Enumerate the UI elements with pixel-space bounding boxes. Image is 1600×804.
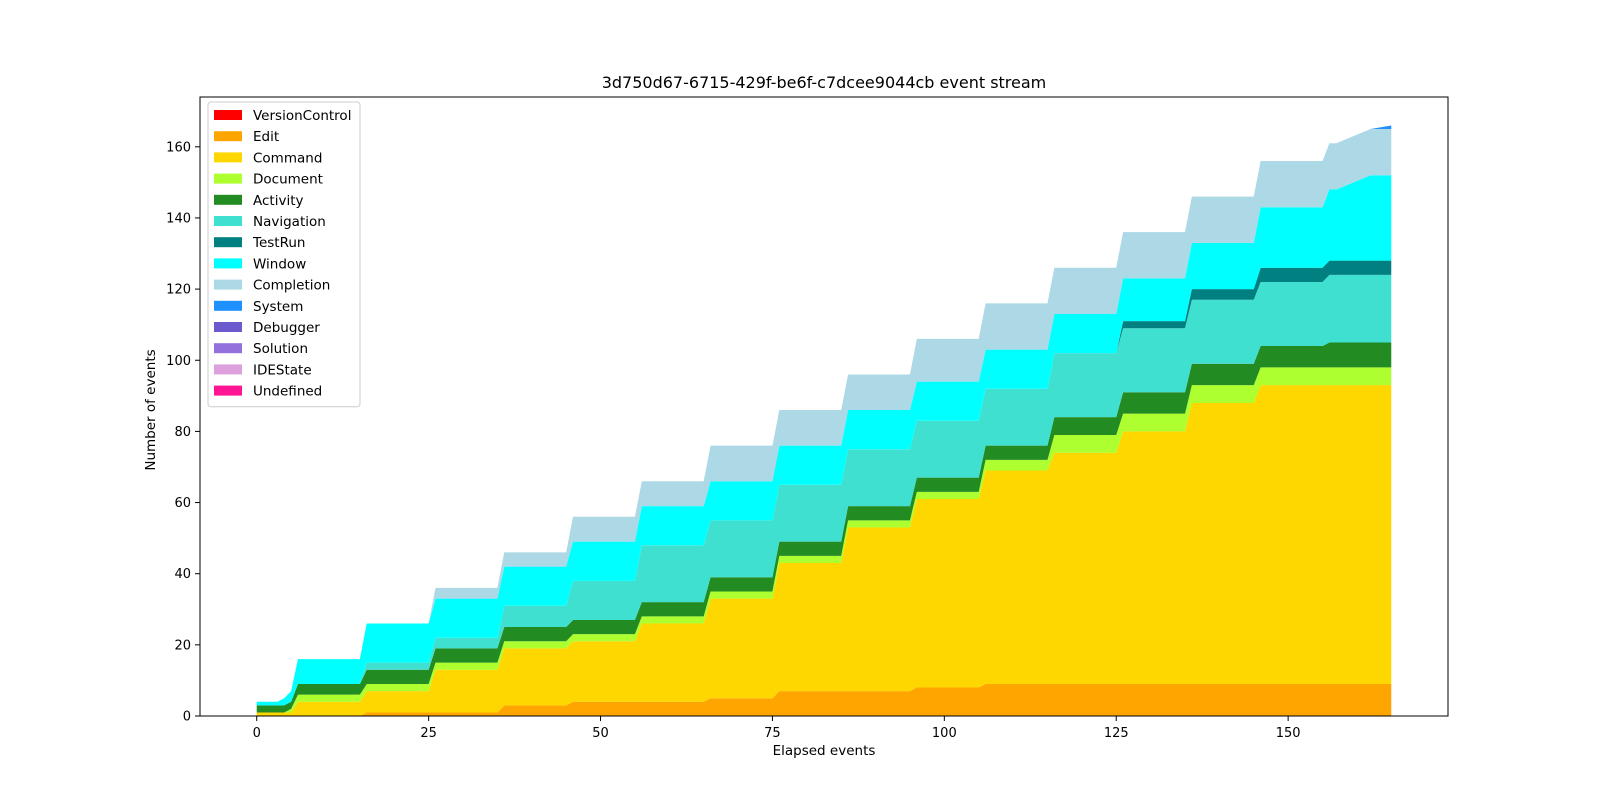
- legend-label: Document: [253, 172, 323, 188]
- y-tick-label: 40: [174, 567, 191, 582]
- area-series-2: [256, 385, 1392, 716]
- legend-swatch: [214, 385, 242, 396]
- x-axis: 0 25 50 75 100 125 150: [253, 716, 1301, 741]
- legend-swatch: [214, 300, 242, 311]
- legend-label: VersionControl: [253, 108, 351, 124]
- x-tick-label: 50: [592, 726, 609, 741]
- area-series-4: [256, 342, 1392, 713]
- y-tick-label: 160: [166, 140, 191, 155]
- legend-swatch: [214, 279, 242, 290]
- x-tick-label: 100: [932, 726, 957, 741]
- x-tick-label: 125: [1104, 726, 1129, 741]
- legend-label: System: [253, 299, 303, 315]
- legend-label: Edit: [253, 129, 279, 145]
- legend-swatch: [214, 110, 242, 120]
- legend-box: [207, 101, 361, 408]
- areas-layer: [256, 125, 1392, 716]
- y-tick-label: 140: [166, 211, 191, 226]
- y-tick-label: 60: [174, 496, 191, 511]
- legend-swatch: [214, 216, 242, 226]
- legend: VersionControl Edit Command Document Activit…: [207, 101, 361, 408]
- legend-swatch: [214, 258, 242, 269]
- legend-swatch: [214, 131, 242, 142]
- legend-label: Command: [253, 150, 322, 166]
- legend-label: Solution: [253, 341, 308, 357]
- legend-label: Activity: [253, 193, 304, 209]
- x-tick-label: 150: [1276, 726, 1301, 741]
- legend-label: Undefined: [253, 384, 322, 400]
- legend-label: Completion: [253, 278, 330, 294]
- x-tick-label: 75: [764, 726, 781, 741]
- legend-swatch: [214, 173, 242, 184]
- y-tick-label: 120: [166, 283, 191, 298]
- legend-swatch: [214, 194, 242, 205]
- chart-title: 3d750d67-6715-429f-be6f-c7dcee9044cb eve…: [602, 73, 1047, 92]
- legend-label: Window: [253, 256, 306, 272]
- area-series-5: [256, 274, 1392, 706]
- legend-label: IDEState: [253, 362, 312, 378]
- area-series-1: [256, 683, 1392, 716]
- x-tick-label: 0: [253, 726, 261, 741]
- legend-swatch: [214, 364, 242, 375]
- y-tick-label: 0: [183, 710, 191, 725]
- plot-frame: [199, 96, 1449, 717]
- y-tick-label: 80: [174, 425, 191, 440]
- y-tick-label: 100: [166, 354, 191, 369]
- area-series-8: [256, 129, 1392, 702]
- legend-label: Navigation: [253, 214, 326, 230]
- legend-label: Debugger: [253, 320, 320, 336]
- x-axis-label: Elapsed events: [773, 743, 876, 759]
- y-axis-label: Number of events: [143, 349, 159, 470]
- y-tick-label: 20: [174, 638, 191, 653]
- area-series-7: [256, 175, 1392, 706]
- legend-swatch: [214, 152, 242, 163]
- x-tick-label: 25: [420, 726, 437, 741]
- legend-swatch: [214, 237, 242, 248]
- legend-label: TestRun: [252, 235, 305, 251]
- y-axis: 0 20 40 60 80 100 120 140 160: [166, 140, 200, 725]
- legend-swatch: [214, 343, 242, 354]
- legend-swatch: [214, 322, 242, 332]
